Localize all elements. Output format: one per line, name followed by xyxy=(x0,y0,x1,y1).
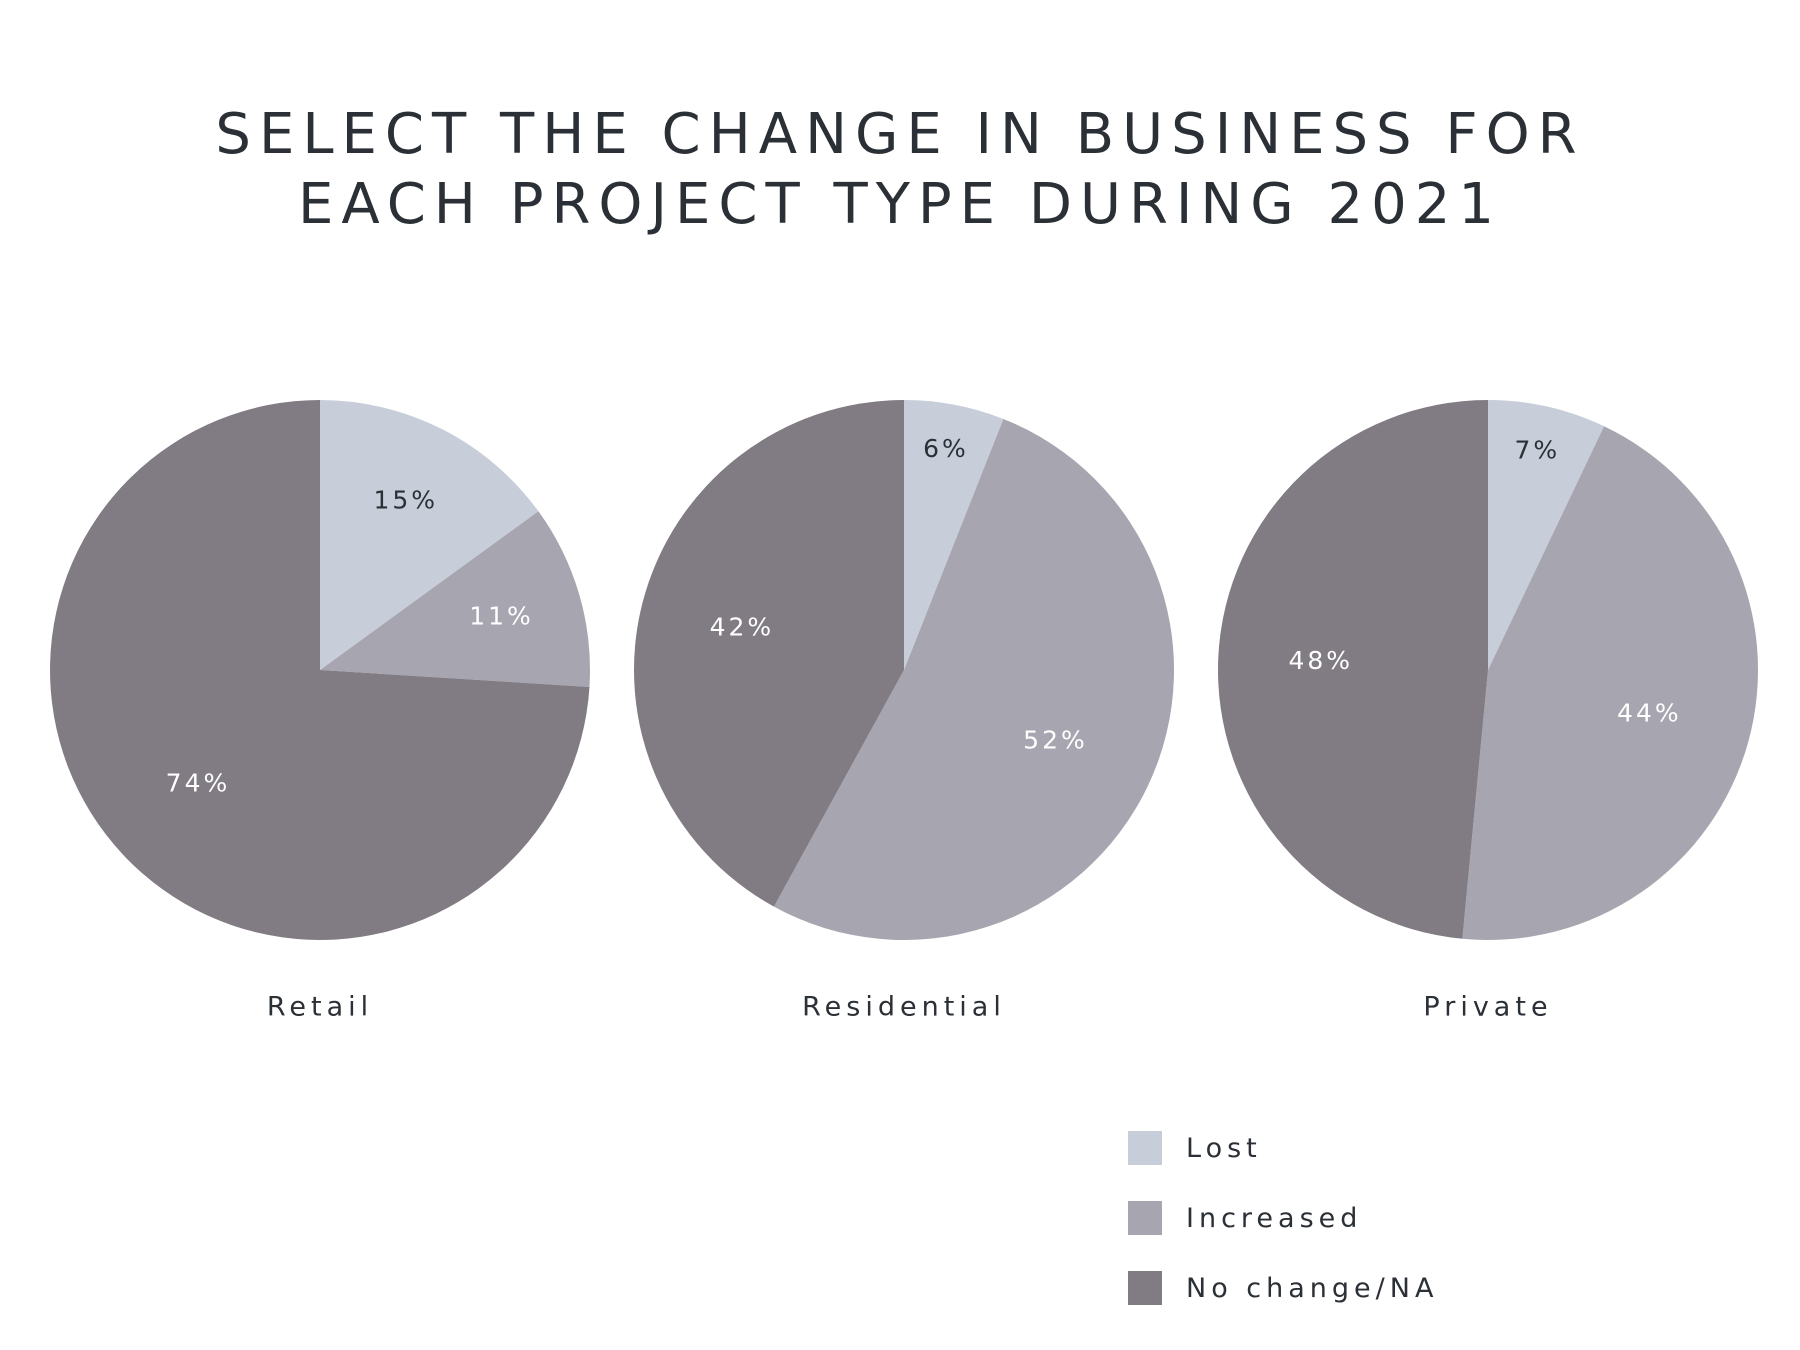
slice-label-retail-increased: 11% xyxy=(469,601,534,630)
pie-slice-retail-lost xyxy=(320,400,539,670)
legend-swatch-no-change xyxy=(1128,1271,1162,1305)
legend-label-no-change: No change/NA xyxy=(1186,1272,1439,1304)
legend-item-lost: Lost xyxy=(1128,1130,1438,1166)
slice-label-retail-lost: 15% xyxy=(374,486,439,515)
pie-slice-private-lost xyxy=(1488,400,1605,670)
slice-label-private-lost: 7% xyxy=(1515,435,1561,464)
slice-label-private-no-change-na: 48% xyxy=(1289,646,1354,675)
pie-slice-private-increased xyxy=(1462,426,1758,940)
chart-title-line-2: EACH PROJECT TYPE DURING 2021 xyxy=(298,172,1502,237)
slice-label-residential-no-change-na: 42% xyxy=(710,612,775,641)
legend: Lost Increased No change/NA xyxy=(1128,1130,1438,1340)
chart-title-line-1: SELECT THE CHANGE IN BUSINESS FOR xyxy=(215,102,1585,167)
legend-swatch-lost xyxy=(1128,1131,1162,1165)
pie-slice-retail-no-change-na xyxy=(50,400,590,940)
slice-label-residential-lost: 6% xyxy=(923,434,969,463)
pie-slice-residential-increased xyxy=(773,418,1175,941)
pie-slice-retail-increased xyxy=(320,511,590,687)
legend-label-lost: Lost xyxy=(1186,1132,1262,1164)
pie-slice-private-no-change-na xyxy=(1218,400,1488,939)
slice-label-retail-no-change-na: 74% xyxy=(166,769,231,798)
legend-item-increased: Increased xyxy=(1128,1200,1438,1236)
slice-label-private-increased: 44% xyxy=(1617,699,1682,728)
slice-label-residential-increased: 52% xyxy=(1023,725,1088,754)
legend-item-no-change: No change/NA xyxy=(1128,1270,1438,1306)
pie-slice-residential-lost xyxy=(904,400,1004,670)
category-label-private: Private xyxy=(1423,992,1552,1023)
category-label-retail: Retail xyxy=(267,992,373,1023)
pie-slice-residential-no-change-na xyxy=(633,400,904,907)
legend-label-increased: Increased xyxy=(1186,1202,1363,1234)
chart-title: SELECT THE CHANGE IN BUSINESS FOR EACH P… xyxy=(0,100,1800,240)
legend-swatch-increased xyxy=(1128,1201,1162,1235)
category-label-residential: Residential xyxy=(802,992,1006,1023)
